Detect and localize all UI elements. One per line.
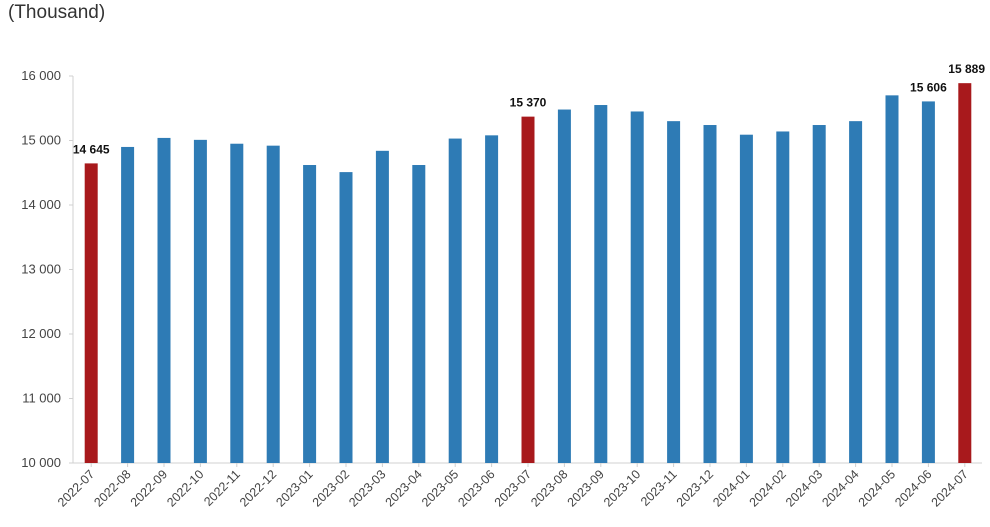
x-tick-label: 2023-09 — [565, 467, 607, 509]
y-tick-label: 14 000 — [21, 197, 61, 212]
y-tick-label: 10 000 — [21, 455, 61, 470]
x-tick-label: 2022-09 — [128, 467, 170, 509]
x-tick-label: 2022-10 — [164, 467, 206, 509]
bar-2022-10 — [193, 139, 207, 464]
axes: 10 000 11 000 12 000 13 000 14 000 15 000 16 0… — [21, 68, 982, 470]
x-tick-label: 2024-03 — [783, 467, 825, 509]
y-tick-label: 11 000 — [22, 391, 61, 406]
data-label: 15 370 — [510, 96, 547, 110]
x-tick-label: 2024-01 — [710, 467, 752, 509]
x-tick-label: 2023-12 — [674, 467, 716, 509]
data-label: 15 606 — [910, 80, 947, 94]
bar-2023-08 — [557, 109, 571, 463]
y-tick-label: 12 000 — [21, 326, 61, 341]
bar-2023-06 — [485, 135, 499, 463]
bar-2022-11 — [230, 143, 244, 463]
data-label: 15 889 — [948, 62, 985, 76]
data-label: 14 645 — [73, 142, 110, 156]
x-tick-label: 2022-11 — [201, 467, 243, 509]
x-tick-label: 2023-04 — [383, 467, 425, 509]
x-tick-label: 2024-04 — [819, 467, 861, 509]
x-tick-label: 2023-10 — [601, 467, 643, 509]
bar-2023-04 — [412, 165, 426, 463]
x-tick-label: 2023-08 — [528, 467, 570, 509]
y-tick-label: 15 000 — [21, 133, 61, 148]
bars-group — [84, 83, 972, 464]
x-tick-label: 2022-12 — [237, 467, 279, 509]
bar-2024-01 — [739, 134, 753, 463]
bar-2023-11 — [667, 121, 681, 464]
bar-2023-09 — [594, 105, 608, 464]
x-tick-label: 2024-07 — [929, 467, 971, 509]
x-tick-label: 2024-02 — [747, 467, 789, 509]
unit-label: (Thousand) — [8, 2, 106, 23]
bar-2023-03 — [375, 150, 389, 463]
x-tick-label: 2023-06 — [455, 467, 497, 509]
x-tick-label: 2023-02 — [310, 467, 352, 509]
x-tick-label: 2023-11 — [638, 467, 680, 509]
bar-2024-03 — [812, 125, 826, 464]
x-tick-label: 2022-08 — [91, 467, 133, 509]
x-tick-label: 2024-05 — [856, 467, 898, 509]
bar-2024-07 — [958, 83, 972, 464]
bar-2024-05 — [885, 95, 899, 463]
bar-2023-01 — [303, 165, 317, 463]
bar-2022-07 — [84, 163, 98, 463]
x-tick-label: 2023-07 — [492, 467, 534, 509]
bar-2022-12 — [266, 145, 280, 463]
bar-2024-06 — [921, 101, 935, 464]
y-tick-label: 13 000 — [21, 262, 61, 277]
bar-2023-07 — [521, 116, 535, 463]
y-tick-label: 16 000 — [21, 68, 61, 83]
x-tick-label: 2023-05 — [419, 467, 461, 509]
x-tick-label: 2024-06 — [892, 467, 934, 509]
x-tick-label: 2023-01 — [273, 467, 315, 509]
bar-2023-12 — [703, 125, 717, 464]
bar-2024-04 — [849, 121, 863, 464]
x-tick-label: 2022-07 — [55, 467, 97, 509]
bar-2024-02 — [776, 131, 790, 463]
x-tick-labels-group: 2022-072022-082022-092022-102022-112022-… — [55, 463, 971, 510]
bar-2023-02 — [339, 172, 353, 464]
bar-2022-08 — [121, 146, 135, 463]
x-tick-label: 2023-03 — [346, 467, 388, 509]
bar-2022-09 — [157, 137, 171, 464]
bar-2023-10 — [630, 111, 644, 463]
bar-2023-05 — [448, 138, 462, 463]
